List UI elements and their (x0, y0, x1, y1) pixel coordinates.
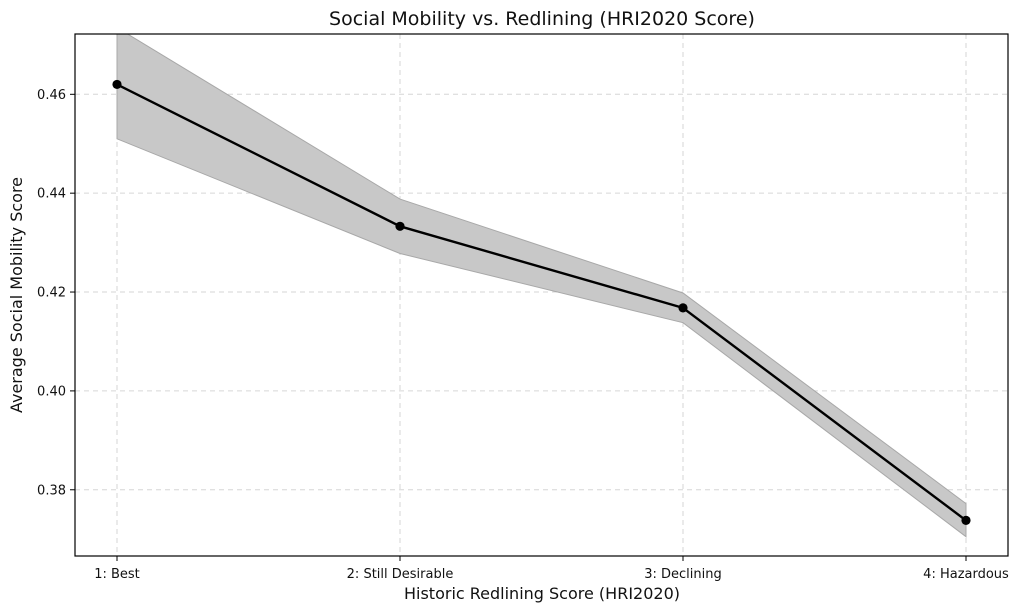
y-tick-label: 0.38 (37, 483, 66, 498)
x-tick-label: 3: Declining (644, 567, 722, 582)
y-tick-label: 0.40 (37, 384, 66, 399)
data-point (961, 515, 971, 526)
x-tick-label: 4: Hazardous (923, 567, 1009, 582)
data-point (678, 303, 688, 313)
y-axis-ticks: 0.38 0.40 0.42 0.44 0.46 (37, 88, 75, 498)
y-axis-label: Average Social Mobility Score (7, 177, 26, 413)
x-axis-ticks: 1: Best 2: Still Desirable 3: Declining 4: … (94, 556, 1009, 582)
y-tick-label: 0.42 (37, 286, 66, 301)
series-line-layer (116, 83, 967, 522)
x-tick-label: 1: Best (94, 567, 140, 582)
grid-lines (75, 34, 1008, 556)
plot-frame (74, 33, 1009, 557)
y-tick-label: 0.44 (37, 187, 66, 202)
x-axis-label: Historic Redlining Score (HRI2020) (404, 584, 680, 603)
confidence-band (116, 34, 967, 538)
chart-title: Social Mobility vs. Redlining (HRI2020 S… (329, 8, 755, 30)
confidence-band-layer (116, 34, 967, 538)
data-point-layer (112, 79, 971, 526)
data-point (395, 221, 405, 231)
x-tick-label: 2: Still Desirable (347, 567, 454, 582)
series-line (116, 83, 967, 522)
y-tick-label: 0.46 (37, 88, 66, 103)
data-point (112, 79, 122, 90)
